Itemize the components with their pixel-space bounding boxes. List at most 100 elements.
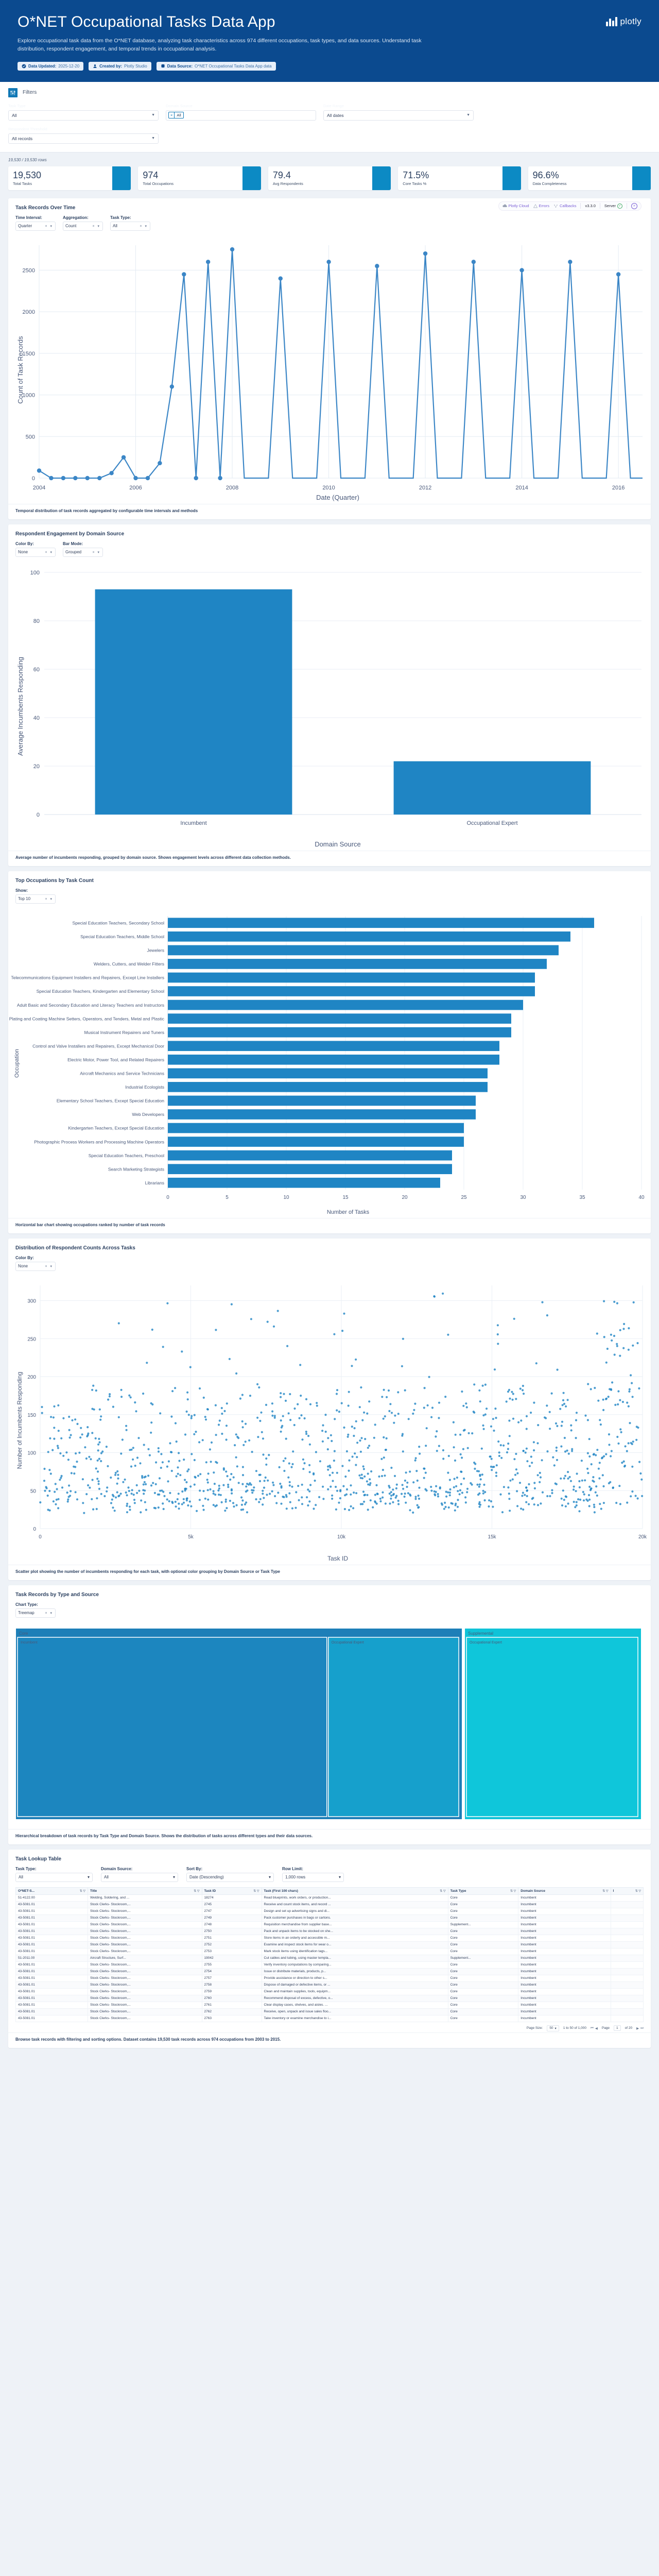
- bar-plot[interactable]: 0 20 40 60 80 100 Incumbent Occupational Exper…: [8, 562, 651, 851]
- hbar-series[interactable]: [168, 918, 594, 1188]
- clear-and-chevron-icon[interactable]: × ▾: [140, 224, 148, 228]
- table-body[interactable]: 51-4122.00 Welding, Soldering, and ... 182…: [15, 1894, 644, 2022]
- table-header-cell[interactable]: Title ⇅ ▽: [88, 1887, 202, 1895]
- first-page-icon[interactable]: ⏮: [591, 2026, 594, 2030]
- table-row[interactable]: 43-5081.01 Stock Clerks- Stockroom,... 275…: [15, 1934, 644, 1942]
- domain-source-multiselect[interactable]: × All: [166, 110, 316, 121]
- time-interval-select[interactable]: Quarter × ▾: [15, 221, 56, 231]
- plotly-cloud-button[interactable]: Plotly Cloud: [502, 204, 529, 208]
- table-row[interactable]: 43-5081.01 Stock Clerks- Stockroom,... 274…: [15, 1914, 644, 1922]
- chevron-down-icon: ▾: [554, 2026, 557, 2030]
- horizontal-bar-plot[interactable]: Special Education Teachers, Secondary Sc…: [8, 909, 651, 1218]
- table-cell: Incumbent: [518, 1974, 611, 1982]
- table-row[interactable]: 43-5081.01 Stock Clerks- Stockroom,... 275…: [15, 1941, 644, 1948]
- sort-filter-icon[interactable]: ⇅ ▽: [194, 1889, 200, 1893]
- prev-page-icon[interactable]: ◀: [595, 2026, 598, 2030]
- table-row[interactable]: 51-2011.00 Aircraft Structure, Surf... 190…: [15, 1954, 644, 1962]
- table-header-cell[interactable]: Task (First 100 chars) ⇅ ▽: [261, 1887, 448, 1895]
- pager-arrows-next[interactable]: ▶ ⏭: [636, 2026, 644, 2030]
- table-row[interactable]: 43-5081.01 Stock Clerks- Stockroom,... 276…: [15, 1994, 644, 2002]
- table-row[interactable]: 43-5081.01 Stock Clerks- Stockroom,... 275…: [15, 1927, 644, 1935]
- task-lookup-table[interactable]: O*NET-S... ⇅ ▽ Title ⇅ ▽ Task ID ⇅ ▽ Task (Fir…: [15, 1887, 644, 2022]
- table-row[interactable]: 43-5081.01 Stock Clerks- Stockroom,... 276…: [15, 2008, 644, 2015]
- treemap-plot[interactable]: Core Incumbent Occupational Expert Suppleme…: [8, 1623, 651, 1829]
- table-cell: [610, 1941, 644, 1948]
- svg-text:Incumbent: Incumbent: [21, 1641, 38, 1645]
- clear-and-chevron-icon[interactable]: × ▾: [45, 224, 53, 228]
- bar-series[interactable]: [95, 589, 591, 815]
- bar-mode-select[interactable]: Grouped × ▾: [63, 547, 103, 557]
- clear-and-chevron-icon[interactable]: × ▾: [92, 224, 100, 228]
- clear-and-chevron-icon[interactable]: × ▾: [45, 1264, 53, 1268]
- table-row[interactable]: 43-5081.01 Stock Clerks- Stockroom,... 276…: [15, 2014, 644, 2022]
- table-row[interactable]: 43-5081.01 Stock Clerks- Stockroom,... 274…: [15, 1921, 644, 1928]
- table-row[interactable]: 43-5081.01 Stock Clerks- Stockroom,... 275…: [15, 1981, 644, 1989]
- table-row[interactable]: 51-4122.00 Welding, Soldering, and ... 182…: [15, 1894, 644, 1902]
- table-header-cell[interactable]: Domain Source ⇅ ▽: [518, 1887, 611, 1895]
- date-range-select[interactable]: All dates ▼: [323, 110, 474, 121]
- table-domain-source-select[interactable]: All ▾: [101, 1872, 178, 1882]
- kpi-card-avg-respondents: 79.4 Avg Respondents: [268, 166, 391, 190]
- table-row-limit-select[interactable]: 1,000 rows ▾: [282, 1872, 344, 1882]
- scatter-color-by-select[interactable]: None × ▾: [15, 1261, 56, 1271]
- table-pager[interactable]: Page Size: 50 ▾ 1 to 50 of 1,000 ⏮ ◀ Pag…: [8, 2022, 651, 2032]
- dev-toolbar[interactable]: Plotly Cloud Errors Callbacks v3.3.0 Ser…: [498, 201, 641, 211]
- chart-type-select[interactable]: Treemap × ▾: [15, 1608, 56, 1618]
- sort-filter-icon[interactable]: ⇅ ▽: [510, 1889, 516, 1893]
- scatter-plot[interactable]: 0 50 100 150 200 250 300 0 5k 10k 15k 20k Number o…: [8, 1276, 651, 1565]
- sort-filter-icon[interactable]: ⇅ ▽: [440, 1889, 446, 1893]
- color-by-select[interactable]: None × ▾: [15, 547, 56, 557]
- table-row[interactable]: 43-5081.01 Stock Clerks- Stockroom,... 275…: [15, 1968, 644, 1975]
- table-row[interactable]: 43-5081.01 Stock Clerks- Stockroom,... 275…: [15, 1974, 644, 1982]
- svg-text:2500: 2500: [23, 267, 35, 274]
- respondent-threshold-select[interactable]: All records ▼: [8, 133, 159, 144]
- table-cell: [610, 2001, 644, 2009]
- remove-chip-icon[interactable]: ×: [169, 112, 175, 118]
- next-page-icon[interactable]: ▶: [636, 2026, 639, 2030]
- table-task-type-select[interactable]: All ▾: [15, 1872, 93, 1882]
- clear-and-chevron-icon[interactable]: × ▾: [45, 550, 53, 554]
- table-row[interactable]: 43-5081.01 Stock Clerks- Stockroom,... 275…: [15, 1961, 644, 1969]
- sort-filter-icon[interactable]: ⇅ ▽: [253, 1889, 259, 1893]
- task-type-select[interactable]: All ▼: [8, 110, 159, 121]
- page-size-select[interactable]: 50 ▾: [547, 2025, 559, 2031]
- table-cell: [610, 1961, 644, 1969]
- timeseries-plot[interactable]: 0 500 1000 1500 2000 2500 2004 2006 2008 2010 201…: [8, 236, 651, 504]
- clear-and-chevron-icon[interactable]: × ▾: [45, 1611, 53, 1615]
- chevron-down-icon: ▼: [151, 113, 155, 117]
- chart-task-type-select[interactable]: All × ▾: [110, 221, 150, 231]
- table-row[interactable]: 43-5081.01 Stock Clerks- Stockroom,... 276…: [15, 2001, 644, 2009]
- domain-source-chip[interactable]: × All: [168, 112, 184, 119]
- expand-devtools-button[interactable]: »: [631, 202, 637, 209]
- pager-arrows[interactable]: ⏮ ◀: [591, 2026, 598, 2030]
- aggregation-select[interactable]: Count × ▾: [63, 221, 103, 231]
- svg-text:60: 60: [33, 667, 40, 673]
- table-header-cell[interactable]: Task Type ⇅ ▽: [447, 1887, 519, 1895]
- table-header-cell[interactable]: O*NET-S... ⇅ ▽: [15, 1887, 89, 1895]
- table-sort-by-select[interactable]: Date (Descending) ▾: [186, 1872, 274, 1882]
- app-header: O*NET Occupational Tasks Data App Explor…: [0, 0, 659, 82]
- svg-text:2014: 2014: [515, 485, 528, 491]
- table-row[interactable]: 43-5081.01 Stock Clerks- Stockroom,... 275…: [15, 1947, 644, 1955]
- table-header-cell[interactable]: I ⇅ ▽: [610, 1887, 644, 1895]
- clear-and-chevron-icon[interactable]: × ▾: [45, 897, 53, 901]
- clear-and-chevron-icon[interactable]: × ▾: [92, 550, 100, 554]
- last-page-icon[interactable]: ⏭: [640, 2026, 644, 2030]
- table-row[interactable]: 43-5081.01 Stock Clerks- Stockroom,... 274…: [15, 1901, 644, 1908]
- table-row[interactable]: 43-5081.01 Stock Clerks- Stockroom,... 275…: [15, 1988, 644, 1995]
- table-cell: Incumbent: [518, 1901, 611, 1908]
- show-top-select[interactable]: Top 10 × ▾: [15, 894, 56, 904]
- sort-filter-icon[interactable]: ⇅ ▽: [602, 1889, 609, 1893]
- sort-filter-icon[interactable]: ⇅ ▽: [635, 1889, 641, 1893]
- callbacks-button[interactable]: Callbacks: [553, 204, 576, 208]
- errors-button[interactable]: Errors: [533, 204, 549, 208]
- table-cell: 43-5081.01: [15, 1974, 89, 1982]
- table-header-cell[interactable]: Task ID ⇅ ▽: [201, 1887, 262, 1895]
- table-row[interactable]: 43-5081.01 Stock Clerks- Stockroom,... 274…: [15, 1907, 644, 1915]
- page-number-input[interactable]: 1: [614, 2025, 621, 2031]
- treemap-nodes[interactable]: Core Incumbent Occupational Expert Suppleme…: [15, 1627, 642, 1820]
- svg-text:Aircraft Mechanics and Service: Aircraft Mechanics and Service Technicia…: [80, 1071, 164, 1076]
- sort-filter-icon[interactable]: ⇅ ▽: [79, 1889, 86, 1893]
- table-wrapper[interactable]: O*NET-S... ⇅ ▽ Title ⇅ ▽ Task ID ⇅ ▽ Task (Fir…: [8, 1887, 651, 2022]
- table-cell: Stock Clerks- Stockroom,...: [88, 1968, 202, 1975]
